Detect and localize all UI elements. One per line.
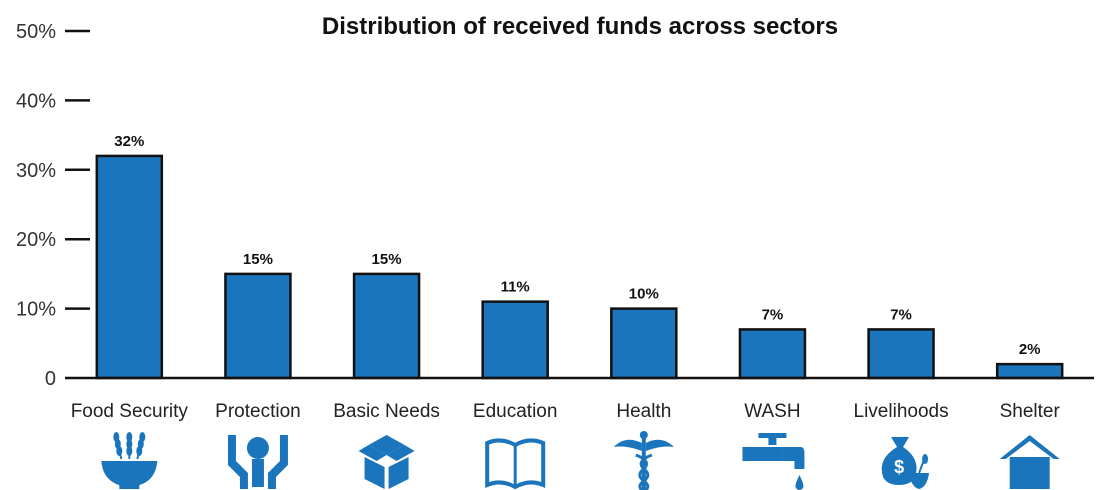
open-book-icon	[485, 438, 546, 490]
data-label: 15%	[243, 251, 273, 268]
y-tick-label: 0	[45, 368, 56, 390]
category-label: Health	[616, 401, 671, 422]
bar	[224, 272, 292, 380]
category-label: Food Security	[71, 401, 189, 422]
sector-icons: $	[101, 431, 1060, 490]
bar	[481, 300, 549, 380]
data-label: 7%	[890, 306, 912, 323]
caduceus-icon	[613, 431, 674, 490]
bars	[95, 154, 1064, 380]
bar	[867, 328, 935, 380]
data-label: 32%	[114, 133, 144, 150]
data-label: 2%	[1019, 341, 1041, 358]
dollar-sign-icon: $	[894, 457, 904, 477]
hands-person-icon	[227, 435, 288, 489]
category-label: Shelter	[1000, 401, 1061, 422]
data-label: 10%	[629, 286, 659, 303]
data-label: 7%	[762, 306, 784, 323]
bar	[610, 307, 678, 380]
open-box-icon	[358, 435, 415, 489]
data-labels: 32% 15% 15% 11% 10% 7% 7% 2%	[114, 133, 1040, 358]
y-tick-label: 50%	[16, 21, 56, 43]
bar	[738, 328, 807, 380]
category-label: Basic Needs	[333, 401, 440, 422]
x-axis-labels: Food Security Protection Basic Needs Educat…	[71, 401, 1061, 422]
y-tick-label: 10%	[16, 299, 56, 321]
category-label: Protection	[215, 401, 301, 422]
money-bag-plant-icon: $	[881, 437, 930, 489]
y-tick-label: 20%	[16, 229, 56, 251]
data-label: 15%	[372, 251, 402, 268]
y-tick-label: 40%	[16, 90, 56, 112]
y-tick-label: 30%	[16, 160, 56, 182]
category-label: Education	[473, 401, 558, 422]
bar	[95, 154, 164, 380]
water-tap-icon	[742, 433, 805, 490]
chart-title: Distribution of received funds across se…	[322, 13, 838, 40]
y-axis: 0 10% 20% 30% 40% 50%	[16, 21, 90, 390]
category-label: WASH	[744, 401, 800, 422]
house-icon	[999, 435, 1060, 489]
bar	[995, 362, 1064, 380]
bar	[352, 272, 421, 380]
data-label: 11%	[501, 279, 530, 296]
food-bowl-wheat-icon	[101, 432, 158, 489]
category-label: Livelihoods	[854, 401, 949, 422]
